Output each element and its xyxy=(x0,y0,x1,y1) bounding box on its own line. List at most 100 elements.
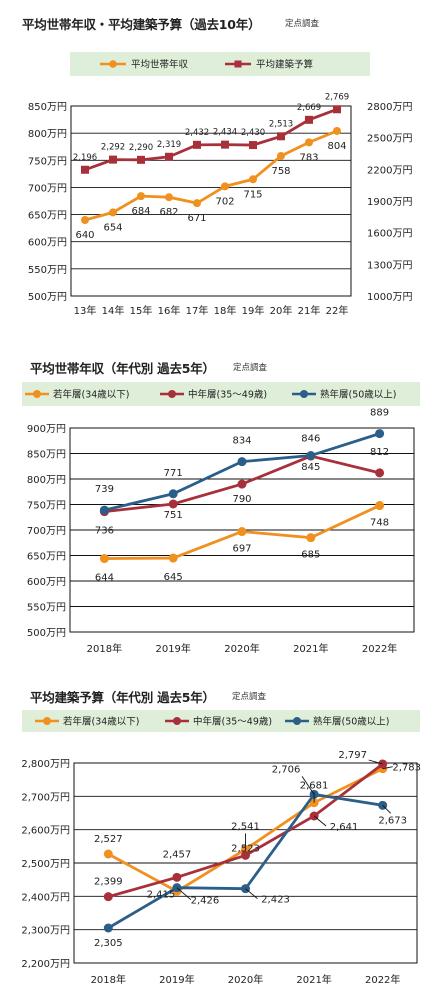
data-label-2: 846 xyxy=(301,434,320,445)
data-point-2 xyxy=(168,489,178,499)
data-label-budget: 2,432 xyxy=(185,128,209,138)
leader-line xyxy=(245,888,258,900)
x-tick-label: 18年 xyxy=(214,304,237,317)
data-label-income: 684 xyxy=(131,206,150,217)
y-tick-label: 2,700万円 xyxy=(21,792,70,803)
data-point-budget xyxy=(81,165,89,174)
series-line-income xyxy=(84,129,338,222)
y-tick-label: 2,500万円 xyxy=(21,859,70,870)
data-label-income: 671 xyxy=(187,213,206,224)
data-point-income xyxy=(221,182,229,191)
data-label-1: 736 xyxy=(95,526,114,537)
plot-frame xyxy=(73,762,418,964)
x-tick-label: 2022年 xyxy=(362,642,397,655)
data-point-budget xyxy=(333,105,341,114)
data-point-budget xyxy=(221,140,229,149)
chart-title-1: 平均世帯年収・平均建築予算（過去10年） xyxy=(22,17,261,32)
data-point-0 xyxy=(375,501,385,511)
y2-tick-label: 1000万円 xyxy=(367,292,412,303)
data-point-2 xyxy=(375,429,385,439)
data-label-budget: 2,319 xyxy=(157,140,181,150)
legend-label-1: 平均建築予算 xyxy=(256,59,313,71)
plot-frame xyxy=(70,105,352,297)
data-label-budget: 2,430 xyxy=(241,128,265,138)
chart-title-2: 平均世帯年収（年代別 過去5年） xyxy=(30,361,215,376)
legend-box xyxy=(22,710,420,732)
data-label-2: 2,706 xyxy=(272,764,301,775)
y-tick-label: 600万円 xyxy=(28,238,67,249)
x-tick-label: 14年 xyxy=(102,304,125,317)
data-label-income: 783 xyxy=(299,152,318,163)
data-label-2: 889 xyxy=(370,408,389,419)
data-point-income xyxy=(109,208,117,217)
data-label-budget: 2,434 xyxy=(213,128,237,138)
data-label-2: 739 xyxy=(95,484,114,495)
data-point-1 xyxy=(241,850,250,860)
legend-marker-1 xyxy=(173,717,181,725)
data-label-2: 2,673 xyxy=(378,815,407,826)
y-tick-label: 550万円 xyxy=(27,603,66,614)
x-tick-label: 2019年 xyxy=(159,973,194,986)
chart-panel-2: 平均世帯年収（年代別 過去5年） 定点調査 若年層(34歳以下) 中年層(35～4… xyxy=(0,340,436,670)
leader-line xyxy=(176,887,192,901)
x-tick-label: 2021年 xyxy=(296,973,331,986)
x-tick-label: 22年 xyxy=(326,304,349,317)
legend-label-2: 熟年層(50歳以上) xyxy=(320,389,397,401)
data-label-0: 748 xyxy=(370,518,389,529)
y-tick-label: 700万円 xyxy=(27,526,66,537)
y-tick-label: 800万円 xyxy=(27,475,66,486)
data-label-0: 697 xyxy=(232,544,251,555)
data-point-income xyxy=(277,151,285,160)
chart-panel-3: 平均建築予算（年代別 過去5年） 定点調査 若年層(34歳以下) 中年層(35～4… xyxy=(0,670,436,1000)
data-label-income: 715 xyxy=(243,189,262,200)
y2-tick-label: 2500万円 xyxy=(367,134,412,145)
data-label-budget: 2,290 xyxy=(129,143,153,153)
x-tick-label: 2020年 xyxy=(228,973,263,986)
data-point-0 xyxy=(237,527,247,537)
y-tick-label: 750万円 xyxy=(28,156,67,167)
y2-tick-label: 2800万円 xyxy=(367,102,412,113)
legend-label-1: 中年層(35～49歳) xyxy=(193,716,272,728)
data-point-2 xyxy=(99,505,109,515)
data-label-2: 834 xyxy=(232,436,251,447)
legend-box xyxy=(22,382,420,406)
data-label-1: 2,797 xyxy=(338,750,367,761)
y2-tick-label: 1600万円 xyxy=(367,229,412,240)
x-tick-label: 13年 xyxy=(74,304,97,317)
x-tick-label: 20年 xyxy=(270,304,293,317)
chart-subtitle-1: 定点調査 xyxy=(285,19,320,29)
data-point-income xyxy=(165,193,173,202)
series-line-budget xyxy=(84,107,338,172)
data-point-budget xyxy=(193,140,201,149)
leader-line xyxy=(313,815,327,827)
data-label-1: 2,523 xyxy=(231,843,260,854)
x-tick-label: 19年 xyxy=(242,304,265,317)
x-tick-label: 2021年 xyxy=(293,642,328,655)
leader-line xyxy=(301,776,315,795)
data-point-budget xyxy=(165,152,173,161)
data-label-income: 702 xyxy=(215,196,234,207)
data-label-2: 2,426 xyxy=(191,896,220,907)
data-label-income: 682 xyxy=(159,207,178,218)
series-line-2 xyxy=(107,792,383,930)
legend-label-0: 若年層(34歳以下) xyxy=(63,716,140,728)
y-tick-label: 2,400万円 xyxy=(21,892,70,903)
x-tick-label: 2020年 xyxy=(224,642,259,655)
data-point-1 xyxy=(103,892,113,902)
data-label-0: 2,783 xyxy=(392,763,421,774)
data-label-0: 645 xyxy=(164,572,183,583)
data-label-0: 2,527 xyxy=(94,834,123,845)
legend-marker-0 xyxy=(33,390,41,398)
data-label-0: 644 xyxy=(95,573,114,584)
data-point-1 xyxy=(375,468,385,478)
data-point-budget xyxy=(249,141,257,150)
data-label-1: 2,457 xyxy=(163,849,192,860)
data-point-budget xyxy=(305,115,313,124)
data-point-2 xyxy=(306,451,316,461)
data-label-0: 685 xyxy=(301,550,320,561)
chart-subtitle-3: 定点調査 xyxy=(232,692,267,702)
y-tick-label: 550万円 xyxy=(28,265,67,276)
data-point-income xyxy=(249,175,257,184)
x-tick-label: 2018年 xyxy=(91,973,126,986)
data-point-income xyxy=(305,138,313,147)
